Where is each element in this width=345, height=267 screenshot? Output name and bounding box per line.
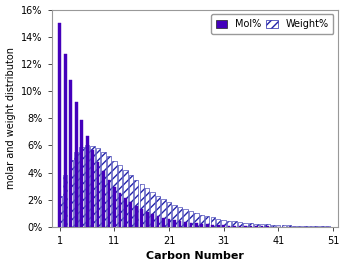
Bar xyxy=(161,199,166,227)
Bar xyxy=(157,216,159,227)
Bar xyxy=(282,225,286,227)
Bar xyxy=(129,175,133,227)
Bar xyxy=(167,202,171,227)
Bar xyxy=(266,226,269,227)
Bar xyxy=(129,202,132,227)
Bar xyxy=(200,215,204,227)
Bar xyxy=(270,225,275,227)
Bar xyxy=(64,54,67,227)
Bar xyxy=(58,196,62,227)
Bar xyxy=(303,226,308,227)
Bar xyxy=(222,225,225,227)
Bar xyxy=(156,196,160,227)
Bar xyxy=(75,102,78,227)
Bar xyxy=(189,223,192,227)
Bar xyxy=(113,187,116,227)
Bar xyxy=(216,219,220,227)
Bar xyxy=(69,160,73,227)
Bar xyxy=(178,207,182,227)
Bar xyxy=(211,225,214,227)
Y-axis label: molar and weight distributon: molar and weight distributon xyxy=(6,47,16,189)
Bar xyxy=(107,156,111,227)
Bar xyxy=(298,226,302,227)
Bar xyxy=(221,220,226,227)
Bar xyxy=(80,120,83,227)
Bar xyxy=(74,152,78,227)
Bar xyxy=(228,226,230,227)
Bar xyxy=(243,223,248,227)
Bar xyxy=(101,152,106,227)
Bar xyxy=(108,180,110,227)
Bar xyxy=(140,209,143,227)
Bar xyxy=(118,165,122,227)
Bar xyxy=(255,226,258,227)
Legend: Mol%, Weight%: Mol%, Weight% xyxy=(211,14,334,34)
Bar xyxy=(309,226,313,227)
Bar xyxy=(79,147,84,227)
Bar xyxy=(168,219,170,227)
Bar xyxy=(184,222,187,227)
Bar xyxy=(102,171,105,227)
Bar xyxy=(97,162,99,227)
Bar xyxy=(179,221,181,227)
Bar xyxy=(249,223,253,227)
Bar xyxy=(172,205,177,227)
Bar xyxy=(150,192,155,227)
X-axis label: Carbon Number: Carbon Number xyxy=(146,252,244,261)
Bar xyxy=(119,193,121,227)
Bar xyxy=(206,224,209,227)
Bar xyxy=(91,150,94,227)
Bar xyxy=(200,224,203,227)
Bar xyxy=(112,160,117,227)
Bar xyxy=(320,226,324,227)
Bar xyxy=(195,223,198,227)
Bar xyxy=(233,221,237,227)
Bar xyxy=(69,80,72,227)
Bar xyxy=(145,188,149,227)
Bar xyxy=(210,218,215,227)
Bar xyxy=(217,225,219,227)
Bar xyxy=(287,225,292,227)
Bar xyxy=(272,226,274,227)
Bar xyxy=(173,220,176,227)
Bar xyxy=(124,198,127,227)
Bar xyxy=(314,226,319,227)
Bar xyxy=(238,222,242,227)
Bar xyxy=(244,226,247,227)
Bar xyxy=(151,214,154,227)
Bar xyxy=(134,180,138,227)
Bar xyxy=(260,226,263,227)
Bar xyxy=(96,148,100,227)
Bar xyxy=(162,218,165,227)
Bar xyxy=(254,223,259,227)
Bar xyxy=(293,226,297,227)
Bar xyxy=(135,206,138,227)
Bar xyxy=(85,145,89,227)
Bar xyxy=(123,170,128,227)
Bar xyxy=(249,226,252,227)
Bar xyxy=(58,23,61,227)
Bar xyxy=(260,224,264,227)
Bar xyxy=(227,221,231,227)
Bar xyxy=(183,209,188,227)
Bar xyxy=(239,226,241,227)
Bar xyxy=(233,226,236,227)
Bar xyxy=(265,224,269,227)
Bar xyxy=(194,213,198,227)
Bar xyxy=(90,146,95,227)
Bar xyxy=(63,175,68,227)
Bar xyxy=(276,225,280,227)
Bar xyxy=(189,211,193,227)
Bar xyxy=(140,184,144,227)
Bar xyxy=(205,216,209,227)
Bar xyxy=(86,136,89,227)
Bar xyxy=(325,226,329,227)
Bar xyxy=(146,212,149,227)
